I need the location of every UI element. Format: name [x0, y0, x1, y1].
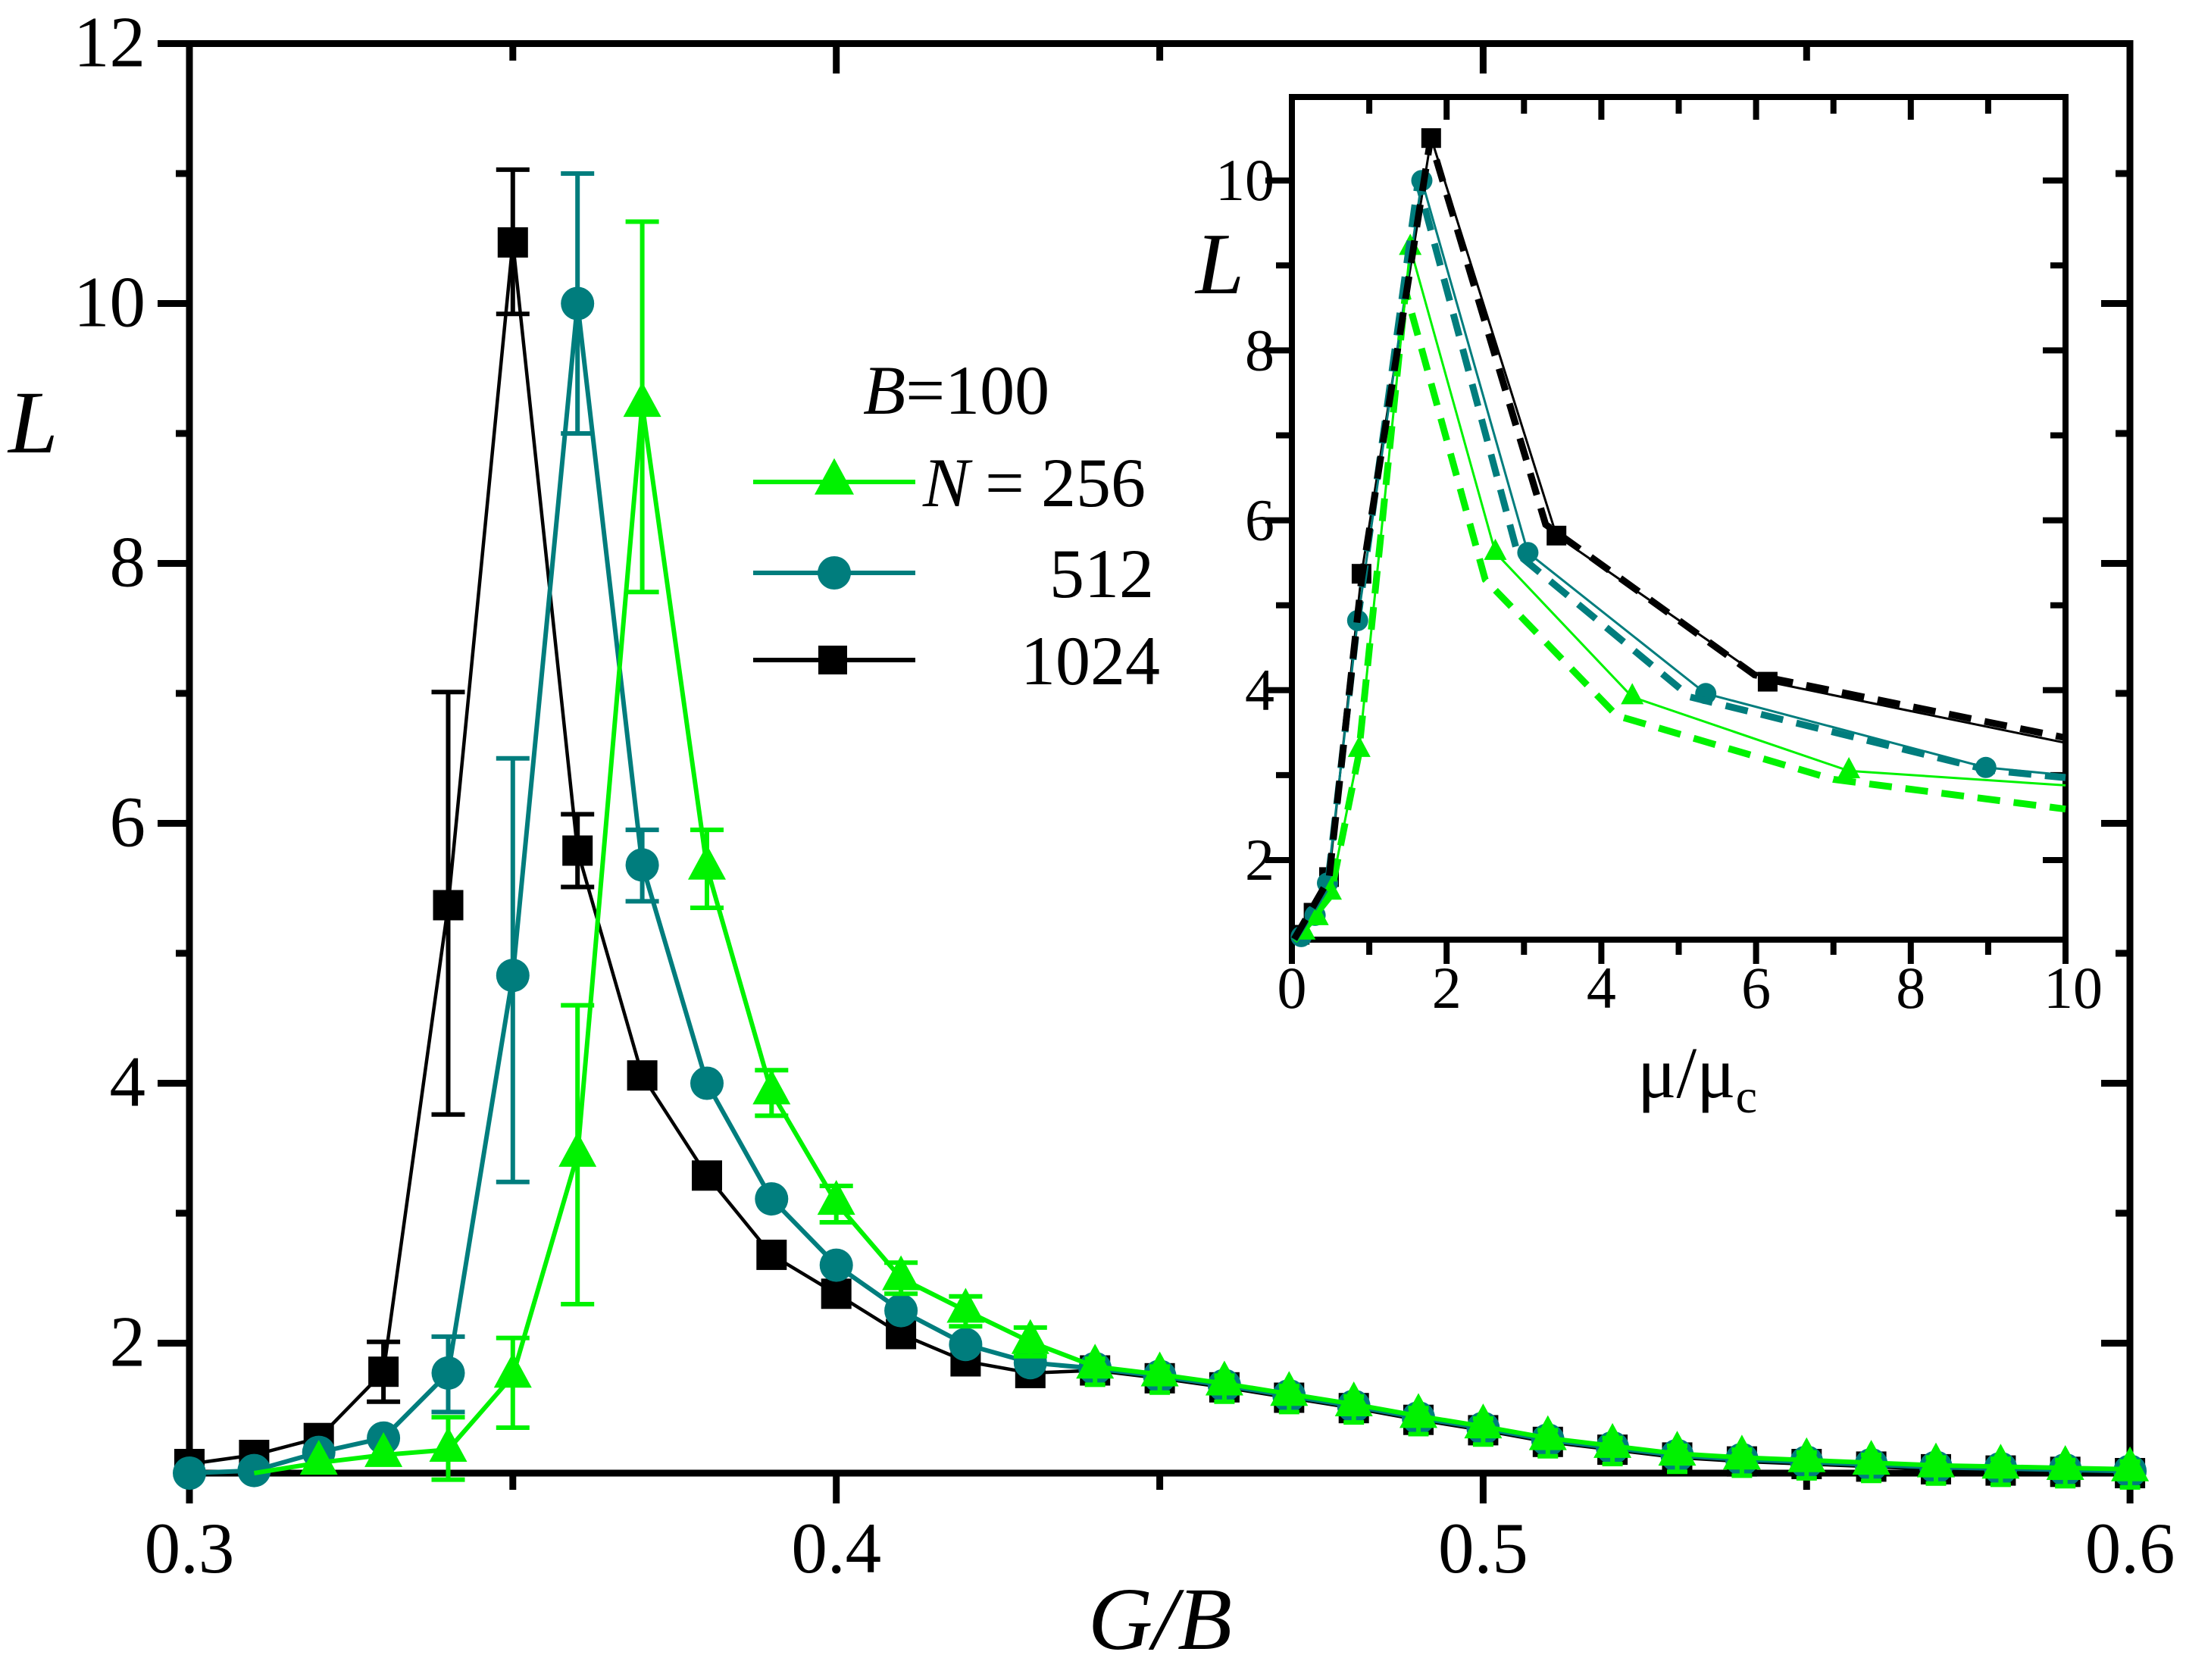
svg-text:6: 6 — [110, 782, 146, 862]
svg-text:6: 6 — [1741, 955, 1771, 1021]
svg-text:B=100: B=100 — [863, 352, 1049, 429]
svg-text:4: 4 — [110, 1042, 146, 1122]
svg-text:4: 4 — [1587, 955, 1616, 1021]
svg-text:0.3: 0.3 — [145, 1508, 235, 1588]
svg-text:10: 10 — [1215, 147, 1274, 213]
svg-text:2: 2 — [1432, 955, 1462, 1021]
svg-text:G/B: G/B — [1088, 1569, 1232, 1669]
svg-text:10: 10 — [2044, 955, 2103, 1021]
svg-text:L: L — [1194, 216, 1244, 312]
svg-text:4: 4 — [1245, 657, 1274, 723]
svg-text:2: 2 — [110, 1302, 146, 1382]
svg-text:8: 8 — [1896, 955, 1925, 1021]
svg-text:10: 10 — [73, 262, 145, 343]
svg-text:0: 0 — [1278, 955, 1307, 1021]
svg-text:L: L — [7, 373, 58, 472]
svg-text:6: 6 — [1245, 487, 1274, 553]
svg-text:0.5: 0.5 — [1438, 1508, 1528, 1588]
svg-text:512: 512 — [1049, 535, 1154, 612]
svg-text:0.4: 0.4 — [791, 1508, 881, 1588]
svg-text:12: 12 — [73, 2, 145, 83]
svg-text:2: 2 — [1245, 827, 1274, 893]
svg-text:256: 256 — [1041, 444, 1146, 521]
svg-text:=: = — [985, 444, 1024, 521]
svg-text:N: N — [922, 444, 973, 521]
svg-text:0.6: 0.6 — [2085, 1508, 2175, 1588]
svg-text:8: 8 — [110, 522, 146, 602]
svg-text:1024: 1024 — [1021, 622, 1160, 699]
svg-text:8: 8 — [1245, 317, 1274, 383]
